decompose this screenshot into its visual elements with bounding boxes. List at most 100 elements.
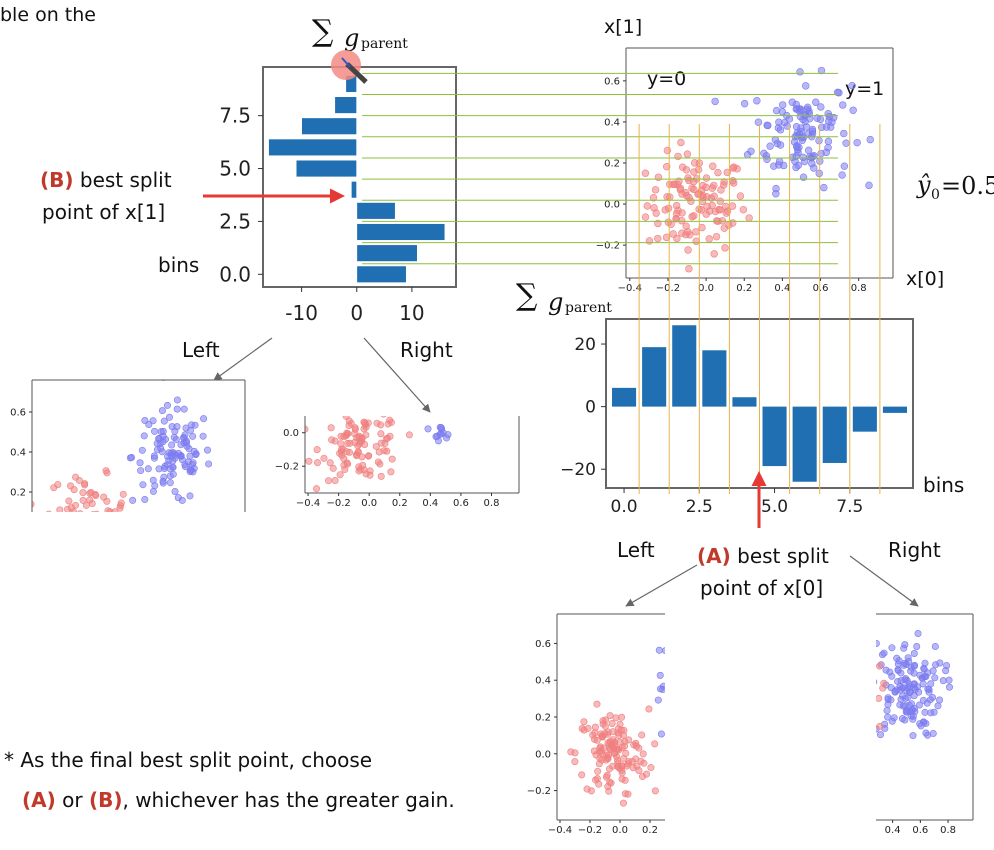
scatter_b_left-point <box>91 521 97 527</box>
scatter_a_left-xtick-label: 0.2 <box>642 825 658 836</box>
scatter_b_left-point <box>57 518 63 524</box>
scatter_b_left-point <box>69 508 77 512</box>
scatter_b_left-point <box>169 470 177 478</box>
x0-axis-label: x[0] <box>906 268 945 290</box>
scatter_main-point <box>705 235 713 243</box>
scatter_b_left-point <box>104 528 110 534</box>
scatter_b_left-point <box>93 510 100 512</box>
scatter_a_right-point <box>888 644 896 652</box>
scatter_b_left-point <box>199 432 207 440</box>
scatter_b_right-point <box>443 434 451 442</box>
scatter-a-left: −0.4 −0.2 0.0 0.2 0.6 0.4 0.2 0.0 −0.2 <box>527 613 665 836</box>
scatter_a_right-point <box>925 688 933 696</box>
scatter_b_left-point <box>165 456 173 464</box>
scatter_main-point <box>699 181 707 190</box>
right-label-b: Right <box>400 338 453 362</box>
scatter_a_left-point <box>618 775 626 783</box>
note-or: or <box>55 788 89 812</box>
scatter_a_left-xtick-label: −0.4 <box>548 825 572 836</box>
scatter_a_right-point <box>876 686 877 688</box>
scatter_a_right-point <box>876 662 884 670</box>
scatter_b_left-point <box>77 511 79 512</box>
scatter_main-point <box>686 231 694 239</box>
scatter_main-point <box>664 204 673 212</box>
scatter_a_left-point <box>638 731 646 739</box>
scatter_a_left-point <box>656 685 664 693</box>
scatter_main-xtick-label: −0.4 <box>618 283 642 294</box>
scatter_b_left-point <box>189 468 197 476</box>
scatter_main-point <box>842 139 850 147</box>
scatter_main-ytick-label: 0.4 <box>604 117 620 128</box>
scatter_main-point <box>714 168 722 177</box>
scatter_b_left-point <box>170 433 178 441</box>
scatter_a_right-point <box>896 682 904 690</box>
hist-x0-ytick-label: −20 <box>560 460 596 480</box>
scatter_b_left-point <box>149 487 157 495</box>
scatter_a_left-point <box>651 740 659 748</box>
hist-x1-ytick-label: 2.5 <box>219 209 251 233</box>
scatter_a_right-point <box>945 683 953 691</box>
scatter_b_right-ytick-label: 0.0 <box>283 428 299 439</box>
hist-x0-ytick-label: 0 <box>585 398 596 418</box>
scatter_a_left-point <box>654 696 662 704</box>
scatter_b_left-point <box>103 497 111 505</box>
hist-x0-bar <box>672 325 697 407</box>
scatter_main-point <box>669 230 677 238</box>
b-text1: best split <box>73 168 172 192</box>
scatter_a_right-point <box>876 679 878 685</box>
scatter_a_right-point <box>910 684 918 692</box>
scatter_a_right-point <box>915 701 923 709</box>
scatter_main-point <box>739 205 748 214</box>
scatter_main-point <box>641 169 650 177</box>
scatter_b_left-point <box>50 484 58 492</box>
hist-x1-xtick-label: 10 <box>399 301 424 325</box>
scatter_main-point <box>736 192 745 200</box>
scatter_a_right-point <box>915 688 923 696</box>
scatter_b_right-point <box>361 440 369 448</box>
scatter_b_left-point <box>46 510 52 512</box>
scatter_a_right-point <box>936 696 944 704</box>
scatter_main-point <box>780 118 789 127</box>
scatter_a_right-point <box>893 654 901 662</box>
scatter_a_left-point <box>635 766 643 774</box>
scatter_main-point <box>824 143 832 152</box>
scatter_b_right-point <box>331 476 339 484</box>
scatter_b_right-point <box>336 471 344 479</box>
left-label-b: Left <box>182 338 220 362</box>
scatter_a_right-point <box>887 684 895 692</box>
scatter_main-point <box>797 128 805 136</box>
scatter_a_left-xtick-label: −0.2 <box>578 825 602 836</box>
scatter_a_left-point <box>596 743 604 751</box>
scatter_main-point <box>773 139 782 148</box>
scatter_b_right-point <box>377 430 385 438</box>
scatter_a_left-point <box>593 700 601 708</box>
scatter_main-point <box>710 192 718 200</box>
scatter_main-point <box>815 136 823 145</box>
scatter_main-ytick-label: 0.0 <box>604 200 620 211</box>
histogram-x0: 0.0 2.5 5.0 7.5 20 0 −20 <box>560 318 914 517</box>
scatter_main-point <box>692 237 700 245</box>
scatter_b_left-point <box>108 519 114 525</box>
scatter_b_right-point <box>365 402 371 408</box>
a-annotation-line1: (A) best split <box>697 544 829 568</box>
scatter_b_left-ytick-label: 0.6 <box>10 408 26 419</box>
scatter_a_right-point <box>888 672 896 680</box>
scatter_main-point <box>802 82 810 90</box>
scatter_a_left-point <box>618 744 626 752</box>
scatter_b_right-point <box>366 471 374 479</box>
scatter_main-point <box>649 194 658 202</box>
scatter_main-point <box>683 150 692 158</box>
scatter_main-point <box>801 111 810 119</box>
scatter_a_left-point <box>592 776 600 784</box>
scatter_b_left-point <box>182 424 190 432</box>
scatter_a_left-point <box>656 671 664 679</box>
hist-x0-bar <box>822 406 847 463</box>
scatter_a_left-ytick-label: −0.2 <box>527 786 551 797</box>
scatter_main-point <box>654 173 663 181</box>
scatter_a_left-point <box>628 757 636 765</box>
scatter_main-point <box>820 183 828 192</box>
scatter_a_right-point <box>905 689 913 697</box>
scatter_main-point <box>672 209 681 218</box>
scatter_a_left-point <box>617 762 625 770</box>
